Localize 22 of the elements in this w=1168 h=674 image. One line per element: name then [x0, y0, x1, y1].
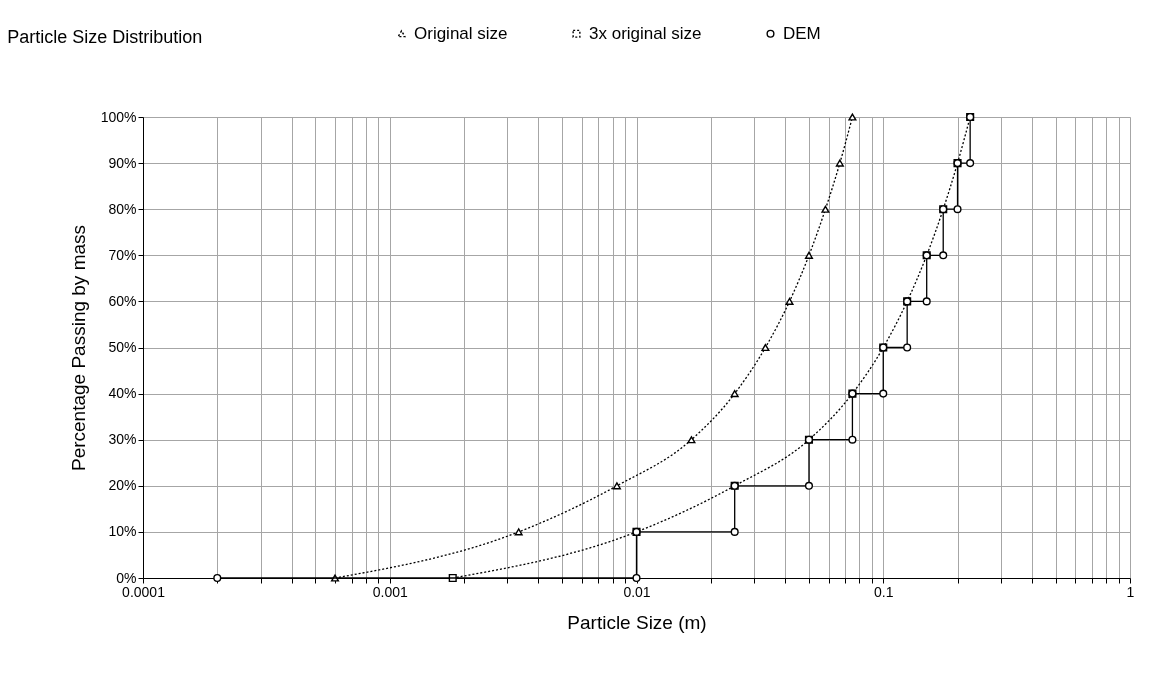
x-tick-label: 0.0001 — [122, 583, 166, 600]
legend-label: DEM — [783, 23, 821, 43]
y-tick-label: 70% — [108, 246, 137, 263]
y-tick-label: 40% — [108, 385, 137, 402]
y-tick-label: 10% — [108, 523, 137, 540]
x-tick-label: 0.01 — [623, 583, 651, 600]
x-tick-label: 1 — [1126, 583, 1135, 600]
y-tick-label: 0% — [116, 569, 137, 586]
y-tick-label: 20% — [108, 477, 137, 494]
y-axis-title: Percentage Passing by mass — [67, 224, 89, 472]
y-tick-label: 60% — [108, 292, 137, 309]
x-tick-label: 0.001 — [372, 583, 408, 600]
y-tick-label: 100% — [100, 108, 137, 125]
legend-label: 3x original size — [589, 23, 702, 43]
chart-title: Particle Size Distribution — [7, 27, 203, 47]
y-tick-label: 90% — [108, 154, 137, 171]
x-axis-title: Particle Size (m) — [567, 611, 707, 633]
y-tick-label: 50% — [108, 339, 137, 355]
x-tick-label: 0.1 — [874, 583, 894, 600]
y-tick-label: 80% — [108, 200, 137, 217]
legend-label: Original size — [414, 23, 508, 43]
y-tick-label: 30% — [108, 431, 137, 448]
